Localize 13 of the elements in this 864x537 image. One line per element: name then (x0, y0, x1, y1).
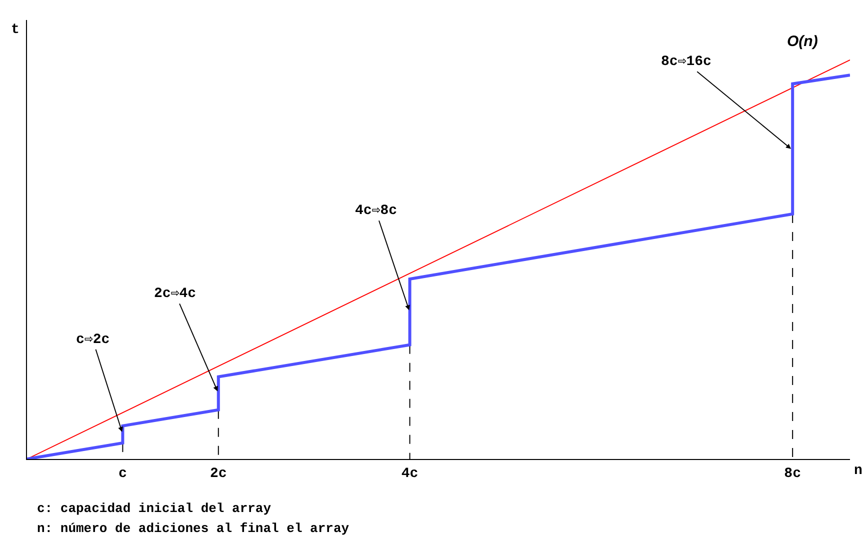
annotation: 2c⇨4c (154, 286, 196, 302)
series-label: O(n) (787, 33, 818, 50)
x-tick-label: 2c (210, 466, 227, 482)
text: n: número de adiciones al final el array (37, 521, 350, 536)
annotation: c⇨2c (76, 332, 110, 348)
x-axis-title: n (854, 463, 862, 479)
x-tick-label: 8c (784, 466, 801, 482)
text: c: capacidad inicial del array (37, 501, 272, 516)
annotation: 4c⇨8c (355, 203, 398, 219)
annotation: 8c⇨16c (661, 54, 712, 70)
y-axis-title: t (11, 22, 20, 38)
x-tick-label: 4c (401, 466, 418, 482)
x-tick-label: c (118, 466, 127, 482)
